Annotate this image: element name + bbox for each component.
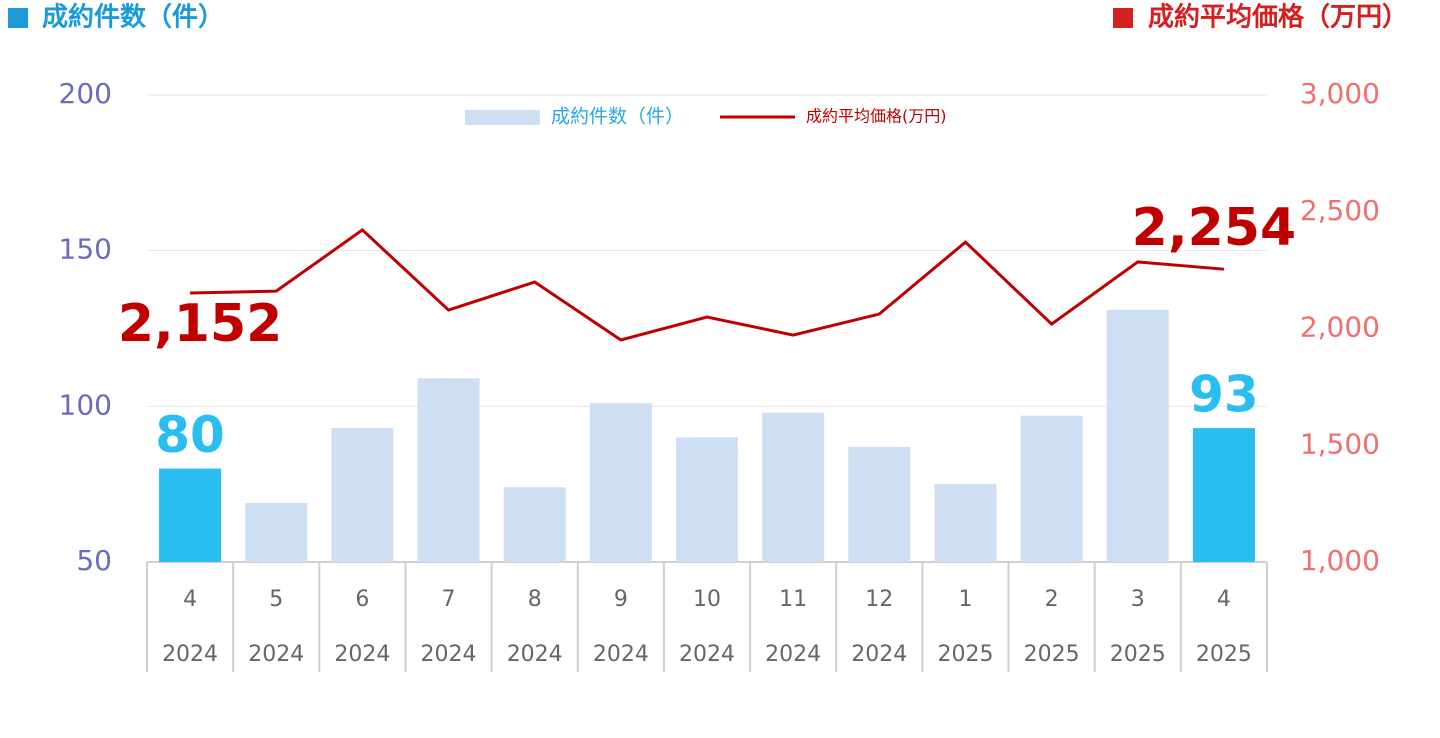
data-label: 2,254	[1132, 198, 1296, 258]
y2-tick-label: 1,000	[1300, 544, 1380, 577]
x-group-label: 2025	[937, 642, 993, 667]
x-tick-label: 5	[269, 587, 283, 612]
x-tick-label: 6	[355, 587, 369, 612]
chart-title: 成約件数（件）	[42, 2, 224, 33]
legend-label: 成約件数（件）	[551, 106, 684, 128]
x-group-label: 2024	[334, 642, 390, 667]
bar	[1020, 415, 1083, 562]
line	[190, 228, 1225, 342]
y-tick-label: 200	[59, 77, 112, 110]
x-tick-label: 2	[1045, 587, 1059, 612]
bar	[848, 446, 911, 562]
x-group-label: 2024	[507, 642, 563, 667]
legend-label: 成約平均価格(万円)	[806, 107, 947, 126]
bar	[589, 403, 652, 562]
bar	[159, 468, 222, 562]
x-tick-label: 10	[693, 587, 721, 612]
title-marker	[8, 8, 28, 28]
bar	[1192, 428, 1255, 562]
data-label: 93	[1189, 366, 1259, 424]
x-group-label: 2024	[421, 642, 477, 667]
bar	[417, 378, 480, 562]
bar	[676, 437, 738, 562]
y2-tick-label: 2,500	[1300, 194, 1380, 227]
x-group-label: 2024	[162, 642, 218, 667]
x-group-label: 2025	[1024, 642, 1080, 667]
x-tick-label: 4	[183, 587, 197, 612]
y2-tick-label: 3,000	[1300, 77, 1380, 110]
x-group-label: 2025	[1110, 642, 1166, 667]
x-tick-label: 7	[442, 587, 456, 612]
bar	[245, 502, 308, 562]
y-tick-label: 50	[76, 544, 112, 577]
bar	[1106, 309, 1169, 562]
x-group-label: 2024	[248, 642, 304, 667]
x-tick-label: 3	[1131, 587, 1145, 612]
bar	[934, 484, 997, 562]
data-label: 80	[155, 406, 225, 464]
x-group-label: 2024	[593, 642, 649, 667]
title2-marker	[1113, 8, 1133, 28]
x-tick-label: 12	[865, 587, 893, 612]
legend-swatch	[465, 110, 540, 125]
x-tick-label: 11	[779, 587, 807, 612]
x-tick-label: 9	[614, 587, 628, 612]
x-tick-label: 8	[528, 587, 542, 612]
y-tick-label: 100	[59, 388, 112, 421]
bar	[503, 487, 566, 562]
x-group-label: 2024	[851, 642, 907, 667]
y-tick-label: 150	[59, 233, 112, 266]
y2-tick-label: 1,500	[1300, 427, 1380, 460]
x-group-label: 2024	[765, 642, 821, 667]
chart-title-2: 成約平均価格（万円）	[1148, 2, 1408, 33]
x-tick-label: 4	[1217, 587, 1231, 612]
x-group-label: 2024	[679, 642, 735, 667]
x-group-label: 2025	[1196, 642, 1252, 667]
x-tick-label: 1	[958, 587, 972, 612]
data-label: 2,152	[118, 294, 282, 354]
bar	[331, 428, 394, 562]
y2-tick-label: 2,000	[1300, 311, 1380, 344]
bar	[762, 412, 825, 562]
